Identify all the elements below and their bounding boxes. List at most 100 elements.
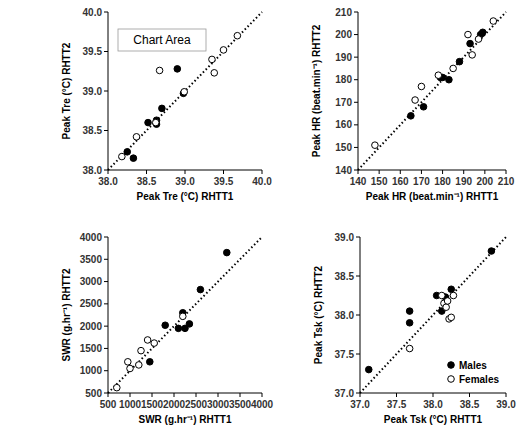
y-tick-label: 2500 bbox=[80, 298, 103, 309]
point bbox=[435, 72, 442, 79]
x-axis bbox=[358, 170, 506, 171]
point bbox=[408, 113, 415, 120]
x-tick bbox=[240, 393, 241, 397]
y-tick-label: 3000 bbox=[80, 276, 103, 287]
y-tick bbox=[104, 303, 108, 304]
legend: MalesFemales bbox=[448, 360, 500, 385]
x-tick bbox=[223, 170, 224, 174]
point bbox=[124, 149, 131, 156]
x-tick bbox=[506, 393, 507, 397]
x-tick bbox=[469, 393, 470, 397]
panel: 1401501601701801902002101401501601701801… bbox=[311, 7, 515, 203]
identity-line bbox=[108, 237, 262, 393]
point bbox=[181, 88, 188, 95]
point bbox=[465, 31, 472, 38]
point bbox=[127, 365, 134, 372]
x-tick bbox=[442, 170, 443, 174]
legend-label: Males bbox=[459, 360, 487, 371]
point bbox=[365, 366, 372, 373]
panel: 5001000150020002500300035004000500100015… bbox=[61, 232, 274, 426]
x-tick bbox=[358, 170, 359, 174]
y-tick-label: 37.5 bbox=[335, 349, 355, 360]
x-tick-label: 3500 bbox=[229, 399, 252, 410]
x-tick-label: 3000 bbox=[207, 399, 230, 410]
y-tick bbox=[104, 348, 108, 349]
y-tick-label: 500 bbox=[85, 388, 102, 399]
point bbox=[136, 362, 143, 369]
point bbox=[145, 119, 152, 126]
point bbox=[420, 104, 427, 111]
x-tick bbox=[360, 393, 361, 397]
x-tick bbox=[108, 393, 109, 397]
y-tick-label: 150 bbox=[335, 142, 352, 153]
point bbox=[448, 314, 455, 321]
y-tick bbox=[354, 34, 358, 35]
point bbox=[406, 345, 413, 352]
point bbox=[450, 292, 457, 299]
y-tick-label: 1500 bbox=[80, 343, 103, 354]
point bbox=[418, 83, 425, 90]
point bbox=[456, 58, 463, 65]
x-tick-label: 140 bbox=[350, 176, 367, 187]
y-tick bbox=[104, 237, 108, 238]
x-tick-label: 1500 bbox=[141, 399, 164, 410]
y-tick bbox=[104, 51, 108, 52]
point bbox=[448, 286, 455, 293]
x-tick-label: 39.5 bbox=[214, 176, 234, 187]
point bbox=[446, 76, 453, 83]
x-tick bbox=[196, 393, 197, 397]
y-tick bbox=[354, 12, 358, 13]
legend-marker bbox=[448, 362, 455, 369]
identity-line bbox=[358, 12, 506, 170]
plot-area bbox=[108, 237, 262, 393]
x-tick bbox=[262, 393, 263, 397]
y-tick-label: 37.0 bbox=[335, 388, 355, 399]
x-tick bbox=[400, 170, 401, 174]
point bbox=[490, 18, 497, 25]
y-tick bbox=[356, 237, 360, 238]
y-tick-label: 1000 bbox=[80, 365, 103, 376]
y-axis bbox=[108, 237, 109, 393]
y-tick bbox=[104, 326, 108, 327]
y-tick-label: 40.0 bbox=[83, 7, 103, 18]
point bbox=[224, 249, 231, 256]
y-tick-label: 180 bbox=[335, 74, 352, 85]
point bbox=[467, 40, 474, 47]
y-tick-label: 4000 bbox=[80, 232, 103, 243]
x-tick bbox=[379, 170, 380, 174]
point bbox=[475, 36, 482, 43]
y-tick-label: 38.0 bbox=[83, 165, 103, 176]
x-tick-label: 1000 bbox=[119, 399, 142, 410]
point bbox=[151, 340, 158, 347]
y-tick bbox=[354, 57, 358, 58]
x-tick-label: 38.5 bbox=[460, 399, 480, 410]
y-axis-title: SWR (g.hr⁻¹) RHTT2 bbox=[61, 268, 72, 361]
panel: 38.038.539.039.540.038.038.539.039.540.0… bbox=[61, 7, 272, 203]
y-tick-label: 2000 bbox=[80, 321, 103, 332]
point bbox=[174, 66, 181, 73]
y-tick bbox=[104, 130, 108, 131]
x-tick-label: 38.5 bbox=[137, 176, 157, 187]
y-tick-label: 200 bbox=[335, 29, 352, 40]
x-tick-label: 160 bbox=[392, 176, 409, 187]
x-tick-label: 38.0 bbox=[423, 399, 443, 410]
x-tick-label: 190 bbox=[455, 176, 472, 187]
x-axis-title: SWR (g.hr⁻¹) RHTT1 bbox=[139, 414, 232, 425]
x-tick bbox=[463, 170, 464, 174]
x-tick bbox=[506, 170, 507, 174]
x-tick-label: 39.0 bbox=[175, 176, 195, 187]
x-tick bbox=[152, 393, 153, 397]
y-tick bbox=[354, 170, 358, 171]
y-tick-label: 140 bbox=[335, 165, 352, 176]
point bbox=[211, 70, 218, 77]
x-tick-label: 39.0 bbox=[496, 399, 516, 410]
point bbox=[412, 97, 419, 104]
y-tick bbox=[104, 91, 108, 92]
point bbox=[114, 384, 121, 391]
point bbox=[186, 321, 193, 328]
y-tick bbox=[104, 393, 108, 394]
x-tick bbox=[484, 170, 485, 174]
plot-area bbox=[358, 12, 506, 170]
point bbox=[162, 322, 169, 329]
point bbox=[209, 56, 216, 63]
